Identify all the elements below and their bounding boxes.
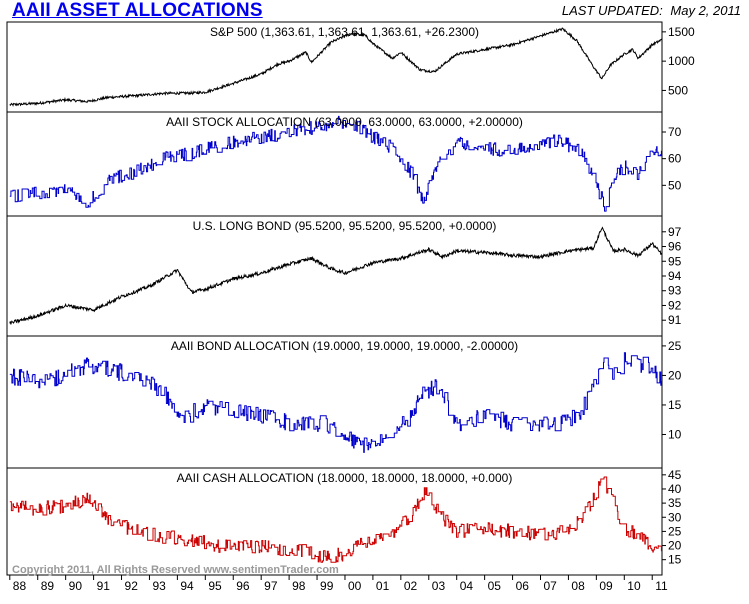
series-line-cash (9, 476, 662, 563)
x-tick-label: 02 (404, 579, 418, 593)
y-tick-label: 10 (668, 427, 682, 441)
y-tick-label: 1500 (668, 25, 695, 39)
x-tick-label: 08 (571, 579, 585, 593)
panel-title-bond_alloc: AAII BOND ALLOCATION (19.0000, 19.0000, … (171, 339, 518, 353)
panel-frame (6, 335, 663, 469)
panel-bond_alloc: 10 15 20 25 AAII BOND ALLOCATION (19.0000, 1… (6, 335, 682, 469)
x-tick-label: 98 (292, 579, 306, 593)
x-tick-label: 09 (599, 579, 613, 593)
x-tick-label: 89 (41, 579, 55, 593)
y-tick-label: 20 (668, 368, 682, 382)
x-tick-label: 00 (348, 579, 362, 593)
panel-title-stock: AAII STOCK ALLOCATION (63.0000, 63.0000,… (166, 115, 523, 129)
x-tick-label: 95 (208, 579, 222, 593)
y-tick-label: 40 (668, 482, 682, 496)
panel-stock: 50 60 70 AAII STOCK ALLOCATION (63.0000, 63… (6, 111, 682, 217)
x-tick-label: 07 (543, 579, 557, 593)
x-tick-label: 99 (320, 579, 334, 593)
x-tick-label: 97 (264, 579, 278, 593)
panel-title-sp500: S&P 500 (1,363.61, 1,363.61, 1,363.61, +… (210, 25, 479, 39)
x-tick-label: 04 (460, 579, 474, 593)
series-line-bond_index (9, 226, 662, 325)
panels-layer: 500 1000 1500 S&P 500 (1,363.61, 1,363.61, … (6, 21, 695, 576)
y-tick-label: 96 (668, 240, 682, 254)
series-line-bond_alloc (9, 352, 662, 453)
x-tick-label: 96 (236, 579, 250, 593)
y-tick-label: 45 (668, 468, 682, 482)
x-tick-label: 06 (516, 579, 530, 593)
y-tick-label: 94 (668, 269, 682, 283)
x-tick-label: 11 (655, 579, 668, 593)
page-title[interactable]: AAII ASSET ALLOCATIONS (12, 0, 263, 21)
copyright-text: Copyright 2011, All Rights Reserved www.… (12, 564, 339, 576)
y-tick-label: 15 (668, 553, 682, 567)
last-updated-label: LAST UPDATED: (561, 3, 663, 18)
last-updated: LAST UPDATED: May 2, 2011 (558, 3, 741, 18)
y-tick-label: 15 (668, 398, 682, 412)
x-tick-label: 03 (432, 579, 446, 593)
x-tick-label: 91 (97, 579, 111, 593)
panel-sp500: 500 1000 1500 S&P 500 (1,363.61, 1,363.61, … (6, 21, 695, 113)
y-tick-label: 1000 (668, 54, 695, 68)
x-tick-label: 92 (125, 579, 139, 593)
x-tick-label: 88 (13, 579, 27, 593)
panel-title-bond_index: U.S. LONG BOND (95.5200, 95.5200, 95.520… (193, 219, 497, 233)
y-tick-label: 25 (668, 339, 682, 353)
x-tick-label: 10 (627, 579, 641, 593)
y-tick-label: 20 (668, 539, 682, 553)
y-tick-label: 50 (668, 178, 682, 192)
y-tick-label: 91 (668, 313, 682, 327)
y-tick-label: 95 (668, 254, 682, 268)
x-tick-label: 93 (152, 579, 166, 593)
y-tick-label: 25 (668, 524, 682, 538)
x-tick-label: 90 (69, 579, 83, 593)
x-tick-label: 94 (180, 579, 194, 593)
x-axis: 88 89 90 91 92 93 94 95 96 97 98 99 00 01 02 03 04 05 06 07… (7, 574, 668, 593)
last-updated-date: May 2, 2011 (670, 3, 741, 18)
series-line-sp500 (9, 27, 662, 107)
y-tick-label: 93 (668, 284, 682, 298)
panel-frame (6, 111, 663, 217)
y-tick-label: 92 (668, 298, 682, 312)
y-tick-label: 60 (668, 152, 682, 166)
y-tick-label: 70 (668, 125, 682, 139)
y-tick-label: 35 (668, 496, 682, 510)
y-tick-label: 97 (668, 225, 682, 239)
series-line-stock (9, 115, 662, 212)
panel-title-cash: AAII CASH ALLOCATION (18.0000, 18.0000, … (177, 471, 513, 485)
y-tick-label: 500 (668, 83, 688, 97)
y-tick-label: 30 (668, 510, 682, 524)
x-tick-label: 05 (488, 579, 502, 593)
x-tick-label: 01 (376, 579, 390, 593)
panel-frame (6, 215, 663, 337)
